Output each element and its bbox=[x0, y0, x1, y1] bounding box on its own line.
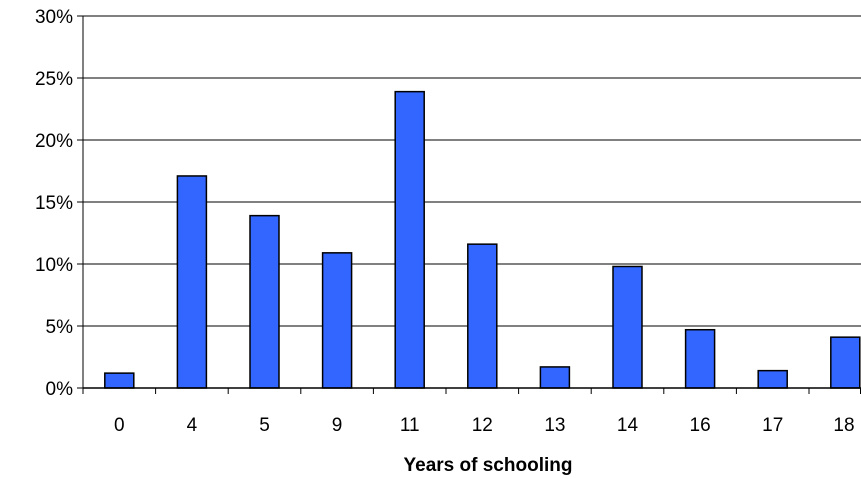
axes bbox=[77, 15, 861, 394]
x-tick-label: 13 bbox=[544, 415, 565, 436]
bar-12 bbox=[467, 243, 498, 389]
y-tick-label: 0% bbox=[46, 379, 74, 400]
y-tick-label: 25% bbox=[35, 69, 73, 90]
y-tick-label: 20% bbox=[35, 131, 73, 152]
bar-4 bbox=[176, 175, 208, 389]
y-tick-label: 5% bbox=[46, 317, 74, 338]
x-tick-label: 5 bbox=[259, 415, 270, 436]
x-tick-label: 11 bbox=[400, 415, 420, 436]
x-tick-label: 14 bbox=[617, 415, 639, 436]
y-tick-label: 30% bbox=[35, 7, 73, 28]
x-tick-label: 18 bbox=[833, 415, 854, 436]
x-tick-label: 4 bbox=[187, 415, 198, 436]
x-tick-label: 12 bbox=[472, 415, 493, 436]
x-tick-label: 16 bbox=[690, 415, 711, 436]
bar-9 bbox=[321, 252, 353, 389]
bar-18 bbox=[830, 336, 861, 389]
x-tick-label: 0 bbox=[114, 415, 125, 436]
bar-5 bbox=[249, 214, 280, 389]
bar-17 bbox=[757, 369, 788, 389]
x-tick-label: 9 bbox=[332, 415, 343, 436]
x-axis-title: Years of schooling bbox=[404, 455, 573, 476]
y-tick-label: 10% bbox=[35, 255, 73, 276]
y-tick-labels: 0% 5% 10% 15% 20% 25% 30% bbox=[35, 7, 73, 400]
bar-0 bbox=[104, 372, 135, 389]
bar-11 bbox=[394, 90, 425, 389]
x-tick-label: 17 bbox=[762, 415, 783, 436]
bars bbox=[104, 90, 861, 389]
x-tick-labels: 0 4 5 9 11 12 13 14 16 17 18 bbox=[114, 415, 855, 436]
y-tick-label: 15% bbox=[35, 193, 73, 214]
bar-16 bbox=[684, 328, 716, 389]
bar-14 bbox=[612, 265, 643, 389]
bar-13 bbox=[539, 366, 571, 389]
gridlines bbox=[83, 15, 861, 327]
